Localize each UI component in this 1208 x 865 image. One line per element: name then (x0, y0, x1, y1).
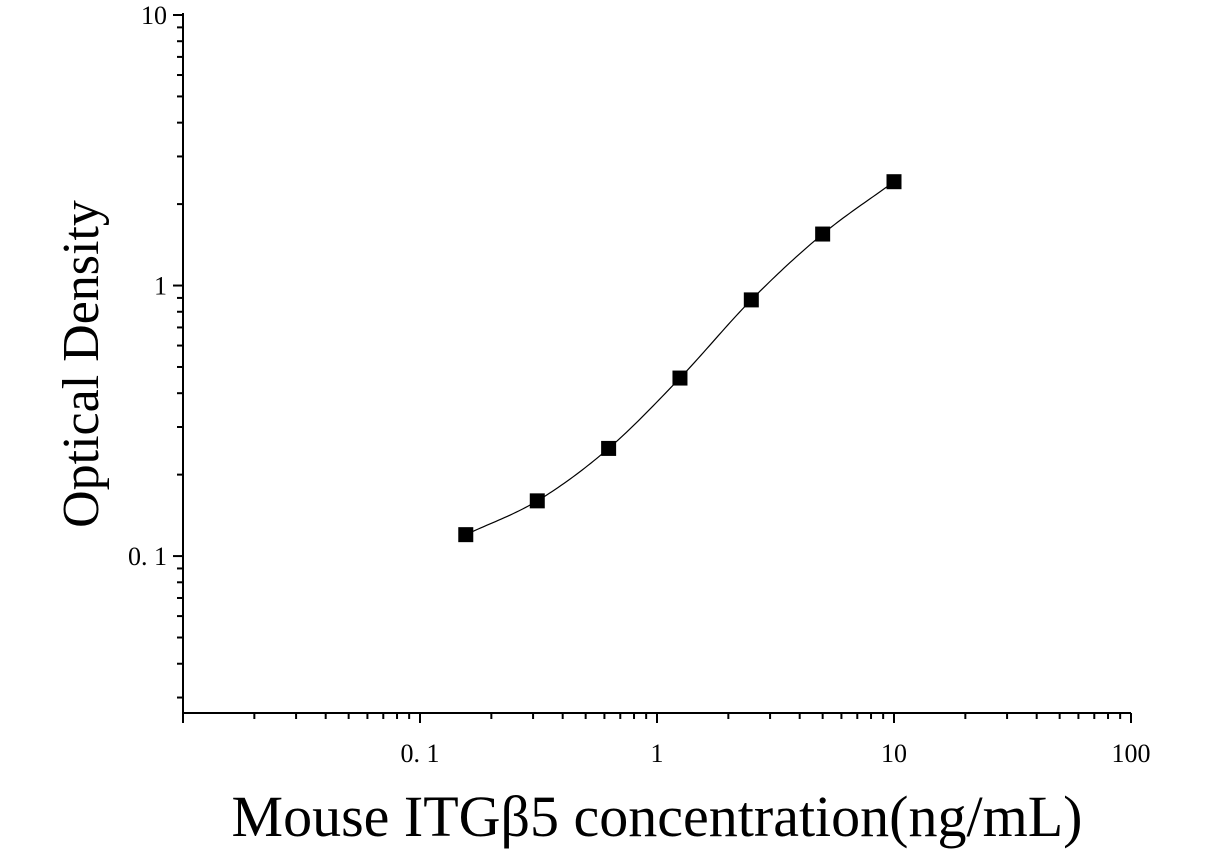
axes-layer: 0. 1 1 10 100 0. 1 1 10 (128, 1, 1151, 768)
data-point (529, 493, 545, 509)
x-tick-label: 1 (651, 739, 664, 768)
x-tick-label: 10 (881, 739, 907, 768)
data-point (672, 370, 688, 386)
x-tick-label: 0. 1 (401, 739, 440, 768)
data-point (815, 226, 831, 242)
y-axis-title: Optical Density (53, 200, 110, 528)
x-axis-title: Mouse ITGβ5 concentration(ng/mL) (232, 784, 1083, 849)
y-tick-label: 10 (141, 1, 167, 30)
data-point (886, 174, 902, 190)
data-points-layer (458, 174, 902, 543)
y-tick-label: 1 (154, 272, 167, 301)
x-tick-label: 100 (1112, 739, 1151, 768)
y-tick-label: 0. 1 (128, 542, 167, 571)
data-point (458, 527, 474, 543)
data-point (743, 292, 759, 308)
data-point (601, 440, 617, 456)
